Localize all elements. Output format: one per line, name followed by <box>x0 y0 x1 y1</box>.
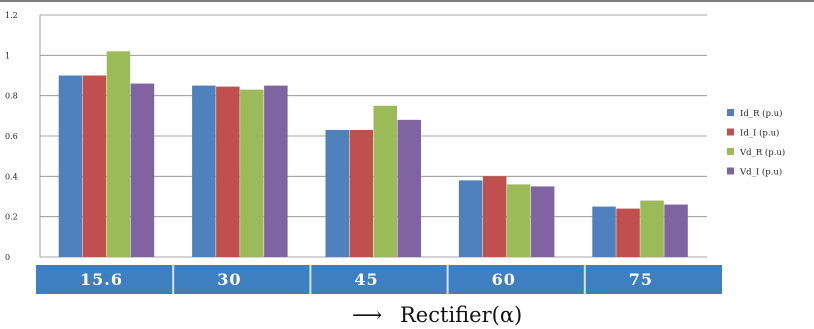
bar-id-r-60 <box>458 180 483 257</box>
x-axis-arrow: ⟶ <box>352 303 382 327</box>
bar-id-i-30 <box>216 86 240 257</box>
legend: Id_R (p.u) Id_I (p.u) Vd_R (p.u) Vd_I (p.u) <box>727 108 785 178</box>
bars <box>58 51 688 257</box>
category-band-bg <box>36 265 722 294</box>
y-tick-label: 1 <box>5 51 10 60</box>
bar-vd-i-45 <box>397 119 421 257</box>
bar-vd-i-75 <box>664 204 688 257</box>
legend-swatch <box>727 128 734 136</box>
legend-label: Vd_R (p.u) <box>739 147 785 158</box>
legend-label: Id_R (p.u) <box>740 108 782 119</box>
legend-label: Id_I (p.u) <box>740 128 779 139</box>
bar-vd-i-30 <box>264 85 288 257</box>
bar-vd-r-45 <box>373 105 397 257</box>
bar-id-i-60 <box>482 176 507 257</box>
x-category-label: 75 <box>629 270 653 289</box>
x-axis-label: ⟶ Rectifier(α) <box>352 303 522 327</box>
y-tick-label: 0 <box>5 253 10 262</box>
y-tick-label: 0.4 <box>5 172 18 181</box>
bar-id-r-75 <box>592 206 616 257</box>
bar-vd-r-15.6 <box>106 51 131 257</box>
x-category-label: 30 <box>217 270 241 289</box>
x-category-label: 15.6 <box>80 270 123 289</box>
bar-id-r-15.6 <box>58 75 83 257</box>
x-axis-title: Rectifier(α) <box>400 303 522 327</box>
legend-swatch <box>727 167 734 175</box>
category-band: 15.6 30 45 60 75 <box>36 265 722 294</box>
bar-id-r-30 <box>192 85 216 257</box>
bar-vd-i-15.6 <box>130 83 155 257</box>
bar-vd-r-60 <box>506 184 531 257</box>
x-category-label: 60 <box>492 270 516 289</box>
bar-vd-r-75 <box>640 200 664 257</box>
bar-id-i-15.6 <box>82 75 107 257</box>
bar-id-i-45 <box>349 129 373 257</box>
y-tick-label: 0.8 <box>5 92 18 101</box>
bar-id-r-45 <box>325 129 349 257</box>
y-tick-label: 0.2 <box>5 213 18 222</box>
legend-label: Vd_I (p.u) <box>739 167 782 178</box>
bar-id-i-75 <box>616 208 640 257</box>
y-tick-label: 1.2 <box>5 11 18 20</box>
legend-swatch <box>727 148 734 155</box>
bar-vd-i-60 <box>530 186 555 257</box>
y-tick-label: 0.6 <box>5 132 18 141</box>
legend-swatch <box>727 109 734 116</box>
x-category-label: 45 <box>354 270 378 289</box>
bar-vd-r-30 <box>240 89 264 257</box>
